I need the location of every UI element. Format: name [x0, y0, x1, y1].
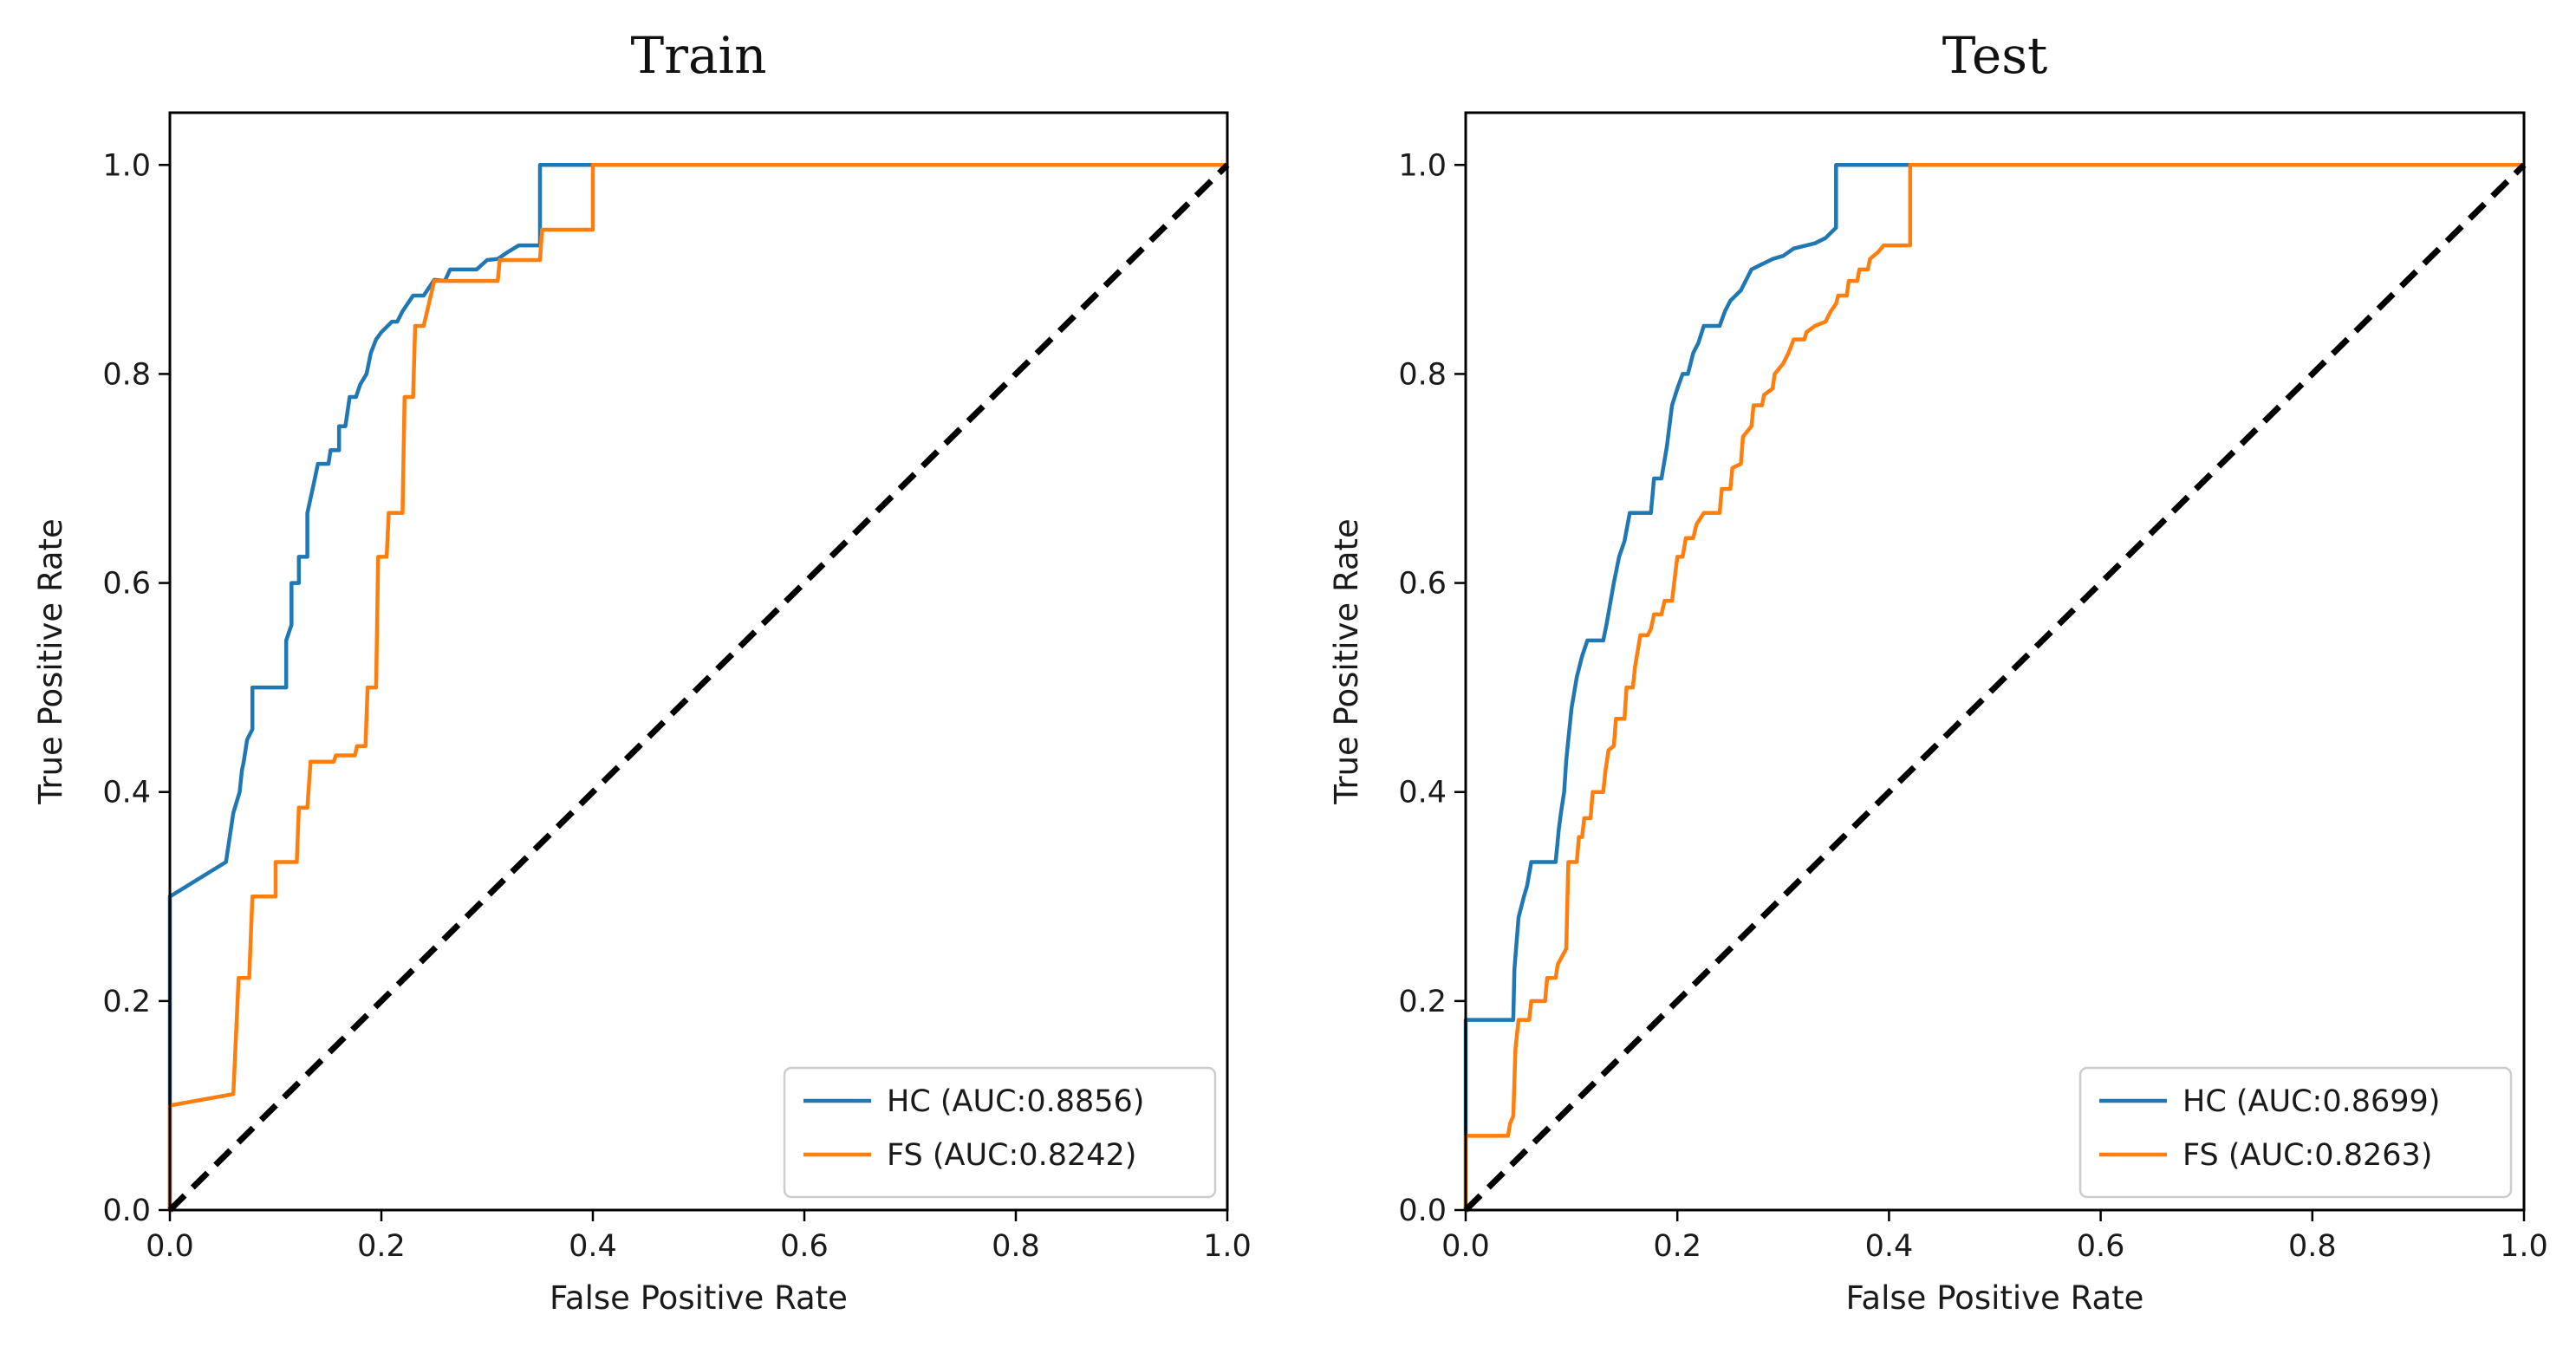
test-chart-title: Test	[1942, 26, 2048, 85]
train-x-tick-label: 0.6	[780, 1229, 829, 1264]
train-y-tick-label: 0.4	[102, 776, 151, 810]
test-plot-frame	[1464, 111, 2526, 1212]
train-y-tick-label: 1.0	[102, 148, 151, 183]
test-x-tick-label: 0.0	[1441, 1229, 1490, 1264]
train-y-tick-label: 0.2	[102, 985, 151, 1019]
train-chart-title: Train	[631, 26, 767, 85]
train-plot-frame	[168, 111, 1229, 1212]
train-legend-box	[783, 1066, 1217, 1199]
train-series-line-hc	[167, 163, 1227, 1210]
train-chance-diagonal-line	[167, 162, 1230, 1213]
test-series-line-fs	[1463, 163, 2524, 1210]
test-y-axis-label: True Positive Rate	[1328, 518, 1365, 805]
train-panel: Train 0.0 0.2 0.4 0.6 0.8 1.0 0.0 0.2 0.4 0.6 0.8 1.…	[32, 26, 1252, 1317]
test-y-tick-label: 0.8	[1398, 357, 1447, 392]
test-x-tick-label: 0.4	[1865, 1229, 1914, 1264]
test-y-tick-label: 0.2	[1398, 985, 1447, 1019]
train-legend-label-hc: HC (AUC:0.8856)	[887, 1084, 1144, 1119]
train-series-line-fs	[167, 163, 1227, 1210]
train-x-tick-label: 0.8	[992, 1229, 1040, 1264]
test-x-tick-label: 0.6	[2077, 1229, 2125, 1264]
test-x-tick-label: 0.2	[1653, 1229, 1701, 1264]
train-x-tick-label: 0.4	[569, 1229, 617, 1264]
test-chance-diagonal-line	[1463, 162, 2527, 1213]
test-x-tick-label: 0.8	[2288, 1229, 2337, 1264]
train-legend-label-fs: FS (AUC:0.8242)	[887, 1138, 1136, 1173]
test-x-tick-label: 1.0	[2500, 1229, 2548, 1264]
test-legend-label-fs: FS (AUC:0.8263)	[2182, 1138, 2432, 1173]
test-y-tick-label: 0.6	[1398, 567, 1447, 602]
train-legend: HC (AUC:0.8856) FS (AUC:0.8242)	[783, 1066, 1217, 1199]
test-y-tick-label: 1.0	[1398, 148, 1447, 183]
train-y-tick-label: 0.8	[102, 357, 151, 392]
test-y-tick-label: 0.4	[1398, 776, 1447, 810]
train-y-tick-label: 0.0	[102, 1194, 151, 1228]
test-panel: Test 0.0 0.2 0.4 0.6 0.8 1.0 0.0 0.2 0.4 0.6 0.8 1.0…	[1328, 26, 2548, 1317]
test-y-tick-label: 0.0	[1398, 1194, 1447, 1228]
train-x-tick-label: 0.0	[146, 1229, 194, 1264]
test-series-line-hc	[1463, 163, 2524, 1210]
train-y-axis-label: True Positive Rate	[32, 518, 69, 805]
test-x-axis-label: False Positive Rate	[1846, 1279, 2144, 1317]
train-x-tick-label: 1.0	[1203, 1229, 1252, 1264]
test-legend: HC (AUC:0.8699) FS (AUC:0.8263)	[2078, 1066, 2513, 1199]
train-x-tick-label: 0.2	[357, 1229, 406, 1264]
train-y-tick-label: 0.6	[102, 567, 151, 602]
test-legend-box	[2078, 1066, 2513, 1199]
test-legend-label-hc: HC (AUC:0.8699)	[2182, 1084, 2440, 1119]
train-x-axis-label: False Positive Rate	[550, 1279, 848, 1317]
